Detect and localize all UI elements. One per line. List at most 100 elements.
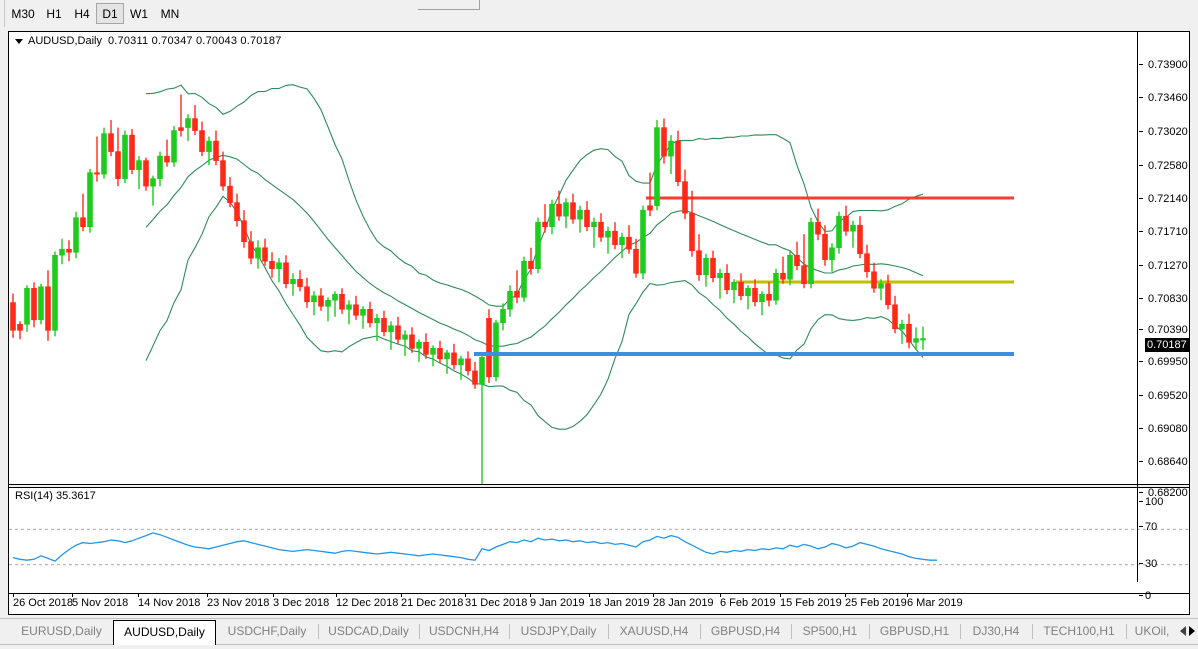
candlestick xyxy=(227,177,233,208)
time-axis-label: 6 Feb 2019 xyxy=(720,597,776,609)
time-axis-label: 3 Dec 2018 xyxy=(273,597,330,609)
tab-separator xyxy=(869,624,870,639)
time-tick xyxy=(207,594,208,597)
candlestick xyxy=(416,339,422,362)
price-tick xyxy=(1139,395,1143,396)
period-button-mn[interactable]: MN xyxy=(160,7,180,21)
candlestick xyxy=(451,343,457,370)
candlestick xyxy=(66,240,72,262)
candlestick xyxy=(822,225,828,266)
bollinger-upper xyxy=(145,84,924,307)
tab-separator xyxy=(318,624,319,639)
candlestick xyxy=(430,345,436,367)
candlestick xyxy=(59,238,65,265)
candlestick xyxy=(465,351,471,376)
chart-ohlc-values: 0.70311 0.70347 0.70043 0.70187 xyxy=(107,35,282,47)
candlestick xyxy=(94,136,100,182)
time-tick xyxy=(465,594,466,597)
period-button-m30[interactable]: M30 xyxy=(11,7,35,21)
chart-frame[interactable]: AUDUSD,Daily 0.70311 0.70347 0.70043 0.70… xyxy=(8,31,1190,615)
candlestick xyxy=(353,295,359,320)
time-tick xyxy=(907,594,908,597)
candlestick xyxy=(878,279,884,301)
time-tick xyxy=(845,594,846,597)
candlestick xyxy=(843,205,849,236)
time-tick xyxy=(720,594,721,597)
candlestick xyxy=(297,270,303,292)
price-tick xyxy=(1139,131,1143,132)
price-tick xyxy=(1139,97,1143,98)
candlestick xyxy=(346,300,352,325)
candlestick xyxy=(220,151,226,191)
chart-tab-usdcad-daily[interactable]: USDCAD,Daily xyxy=(328,624,409,638)
rsi-chart-canvas[interactable] xyxy=(9,488,1189,593)
chevron-down-icon[interactable] xyxy=(15,38,23,44)
time-axis-label: 21 Dec 2018 xyxy=(401,597,464,609)
period-button-h1[interactable]: H1 xyxy=(46,7,62,21)
candlestick xyxy=(381,310,387,337)
time-tick xyxy=(13,594,14,597)
candlestick xyxy=(248,231,254,265)
chart-tab-gbpusd-h4[interactable]: GBPUSD,H4 xyxy=(710,624,781,638)
candlestick xyxy=(52,251,58,337)
chart-tab-usdchf-daily[interactable]: USDCHF,Daily xyxy=(227,624,307,638)
candlestick xyxy=(479,355,485,484)
price-scale-label: 0.71710 xyxy=(1148,226,1188,238)
price-chart-canvas[interactable] xyxy=(9,32,1189,484)
period-button-w1[interactable]: W1 xyxy=(130,7,148,21)
price-tick xyxy=(1139,428,1143,429)
candlestick xyxy=(185,114,191,142)
candlestick xyxy=(850,220,856,248)
chart-tab-dj30-h4[interactable]: DJ30,H4 xyxy=(972,624,1020,638)
candlestick xyxy=(206,136,212,166)
candlestick xyxy=(486,309,492,383)
time-axis[interactable]: 26 Oct 2018 5 Nov 2018 14 Nov 2018 23 Nov 2… xyxy=(9,593,1189,614)
candlestick xyxy=(129,129,135,175)
candlestick xyxy=(654,120,660,211)
rsi-scale-label: 100 xyxy=(1145,496,1164,508)
triangle-right-icon[interactable] xyxy=(1189,626,1195,636)
chart-tab-sp500-h1[interactable]: SP500,H1 xyxy=(802,624,858,638)
chart-tab-gbpusd-h1[interactable]: GBPUSD,H1 xyxy=(879,624,950,638)
candlestick xyxy=(150,175,156,206)
price-chart-pane[interactable]: AUDUSD,Daily 0.70311 0.70347 0.70043 0.70… xyxy=(9,32,1189,484)
candlestick xyxy=(143,157,149,191)
chart-tab-usdcnh-h4[interactable]: USDCNH,H4 xyxy=(428,624,499,638)
candlestick xyxy=(234,193,240,227)
candlestick xyxy=(780,256,786,284)
rsi-tick xyxy=(1139,563,1143,564)
period-button-d1[interactable]: D1 xyxy=(96,3,124,24)
triangle-left-icon[interactable] xyxy=(1180,626,1186,636)
chart-tab-tech100-h1[interactable]: TECH100,H1 xyxy=(1043,624,1115,638)
candlestick xyxy=(283,255,289,289)
candlestick xyxy=(913,327,919,350)
candlestick xyxy=(262,238,268,266)
chart-tab-bar[interactable]: EURUSD,Daily AUDUSD,Daily USDCHF,Daily USDC… xyxy=(0,618,1198,649)
candlestick xyxy=(402,330,408,356)
candlestick xyxy=(836,211,842,254)
candlestick xyxy=(241,210,247,248)
chart-tab-usdjpy-daily[interactable]: USDJPY,Daily xyxy=(520,624,597,638)
candlestick xyxy=(311,291,317,316)
period-button-h4[interactable]: H4 xyxy=(74,7,90,21)
price-scale[interactable]: 0.73900 0.73460 0.73020 0.72580 0.72140 0.717… xyxy=(1137,31,1190,615)
rsi-indicator-pane[interactable]: RSI(14) 35.3617 xyxy=(9,488,1189,593)
time-tick xyxy=(589,594,590,597)
candlestick xyxy=(458,355,464,380)
candlestick xyxy=(178,94,184,137)
price-scale-label: 0.69520 xyxy=(1148,390,1188,402)
toolbar-stub xyxy=(418,0,480,10)
chart-tab-audusd-daily[interactable]: AUDUSD,Daily xyxy=(113,620,216,645)
candlestick xyxy=(920,326,926,350)
price-scale-label: 0.69950 xyxy=(1148,356,1188,368)
time-axis-label: 6 Mar 2019 xyxy=(907,597,963,609)
price-tick xyxy=(1139,461,1143,462)
candlestick xyxy=(31,282,37,328)
chart-tab-eurusd-daily[interactable]: EURUSD,Daily xyxy=(21,624,102,638)
pane-divider[interactable] xyxy=(9,484,1189,488)
candlestick xyxy=(304,277,310,308)
chart-tab-ukoil[interactable]: UKOil, xyxy=(1134,624,1170,638)
candlestick xyxy=(535,217,541,274)
chart-tab-xauusd-h4[interactable]: XAUUSD,H4 xyxy=(619,624,689,638)
bollinger-lower xyxy=(145,195,924,430)
